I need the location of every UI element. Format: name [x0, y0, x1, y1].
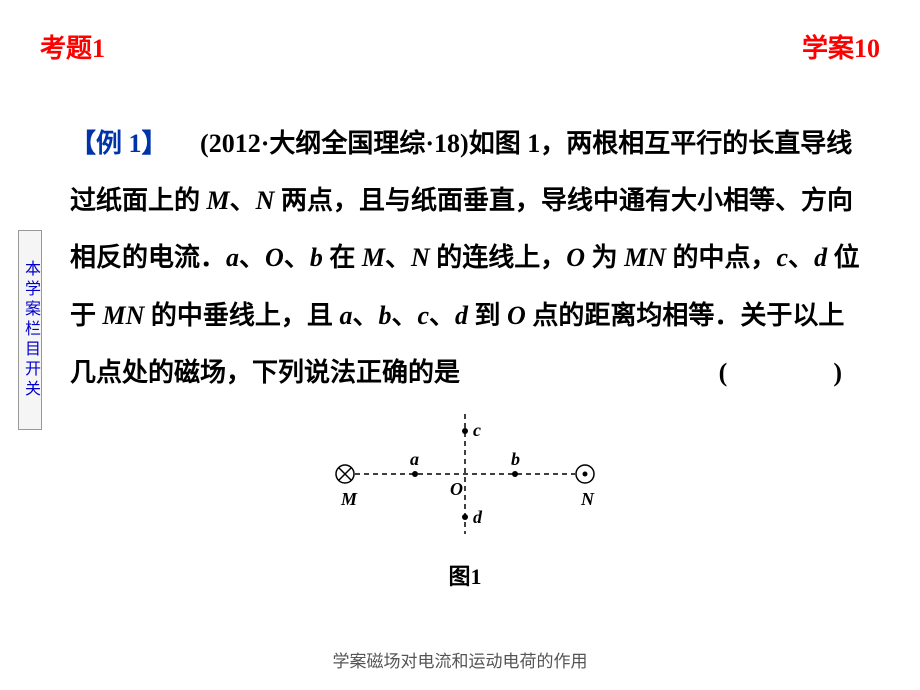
- example-label: 【例 1】: [70, 129, 168, 158]
- svg-text:b: b: [511, 449, 520, 469]
- footer-text: 学案磁场对电流和运动电荷的作用: [333, 647, 588, 672]
- question-source: (2012·大纲全国理综·18): [174, 129, 469, 158]
- sidebar-label: 本学案栏目开关: [18, 260, 42, 400]
- svg-text:d: d: [473, 507, 483, 527]
- header-right: 学案10: [802, 28, 880, 65]
- figure-label: 图1: [70, 553, 860, 601]
- point-N: N: [256, 186, 275, 215]
- svg-text:c: c: [473, 420, 481, 440]
- header: 考题1 学案10: [0, 0, 920, 65]
- answer-blank: ( ): [719, 344, 860, 401]
- svg-text:O: O: [450, 479, 463, 499]
- figure-container: M N a O b c d 图1: [70, 409, 860, 602]
- svg-text:a: a: [410, 449, 419, 469]
- sidebar-tab[interactable]: 本学案栏目开关: [18, 230, 42, 430]
- figure-svg: M N a O b c d: [325, 409, 605, 539]
- header-left: 考题1: [40, 28, 105, 65]
- svg-text:M: M: [340, 489, 358, 509]
- question-body: 【例 1】 (2012·大纲全国理综·18)如图 1，两根相互平行的长直导线过纸…: [0, 65, 920, 602]
- point-M: M: [207, 186, 230, 215]
- svg-text:N: N: [580, 489, 595, 509]
